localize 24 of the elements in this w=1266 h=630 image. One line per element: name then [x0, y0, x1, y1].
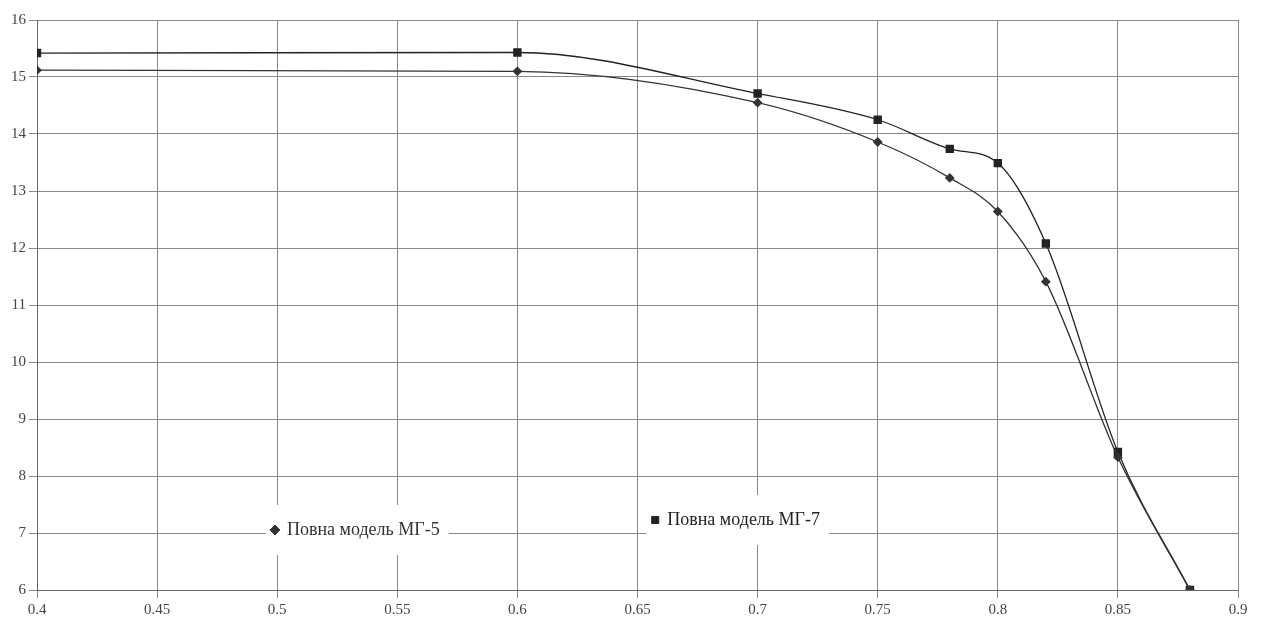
y-tick-label: 7: [18, 523, 27, 540]
y-tick-label: 6: [18, 580, 27, 597]
x-tick-label: 0.5: [267, 600, 287, 617]
y-tick-label: 12: [11, 238, 26, 255]
x-tick-label: 0.65: [624, 600, 651, 617]
x-tick-label: 0.85: [1104, 600, 1132, 617]
y-tick-label: 8: [18, 466, 26, 483]
x-tick-label: 0.9: [1228, 600, 1248, 617]
x-tick-label: 0.7: [748, 600, 768, 617]
y-tick-label: 13: [11, 181, 26, 198]
y-tick-label: 10: [11, 352, 26, 369]
y-tick-label: 16: [11, 10, 27, 27]
y-tick-label: 9: [18, 409, 26, 426]
legend-label: Повна модель МГ-5: [286, 518, 440, 539]
x-tick-label: 0.45: [143, 600, 171, 617]
y-tick-label: 14: [11, 124, 27, 141]
x-tick-label: 0.75: [864, 600, 891, 617]
y-tick-label: 11: [11, 295, 26, 312]
x-tick-label: 0.55: [384, 600, 411, 617]
y-tick-label: 15: [11, 67, 26, 84]
x-tick-label: 0.8: [988, 600, 1008, 617]
x-tick-label: 0.4: [27, 600, 47, 617]
legend-label: Повна модель МГ-7: [667, 508, 820, 529]
x-tick-label: 0.6: [508, 600, 528, 617]
